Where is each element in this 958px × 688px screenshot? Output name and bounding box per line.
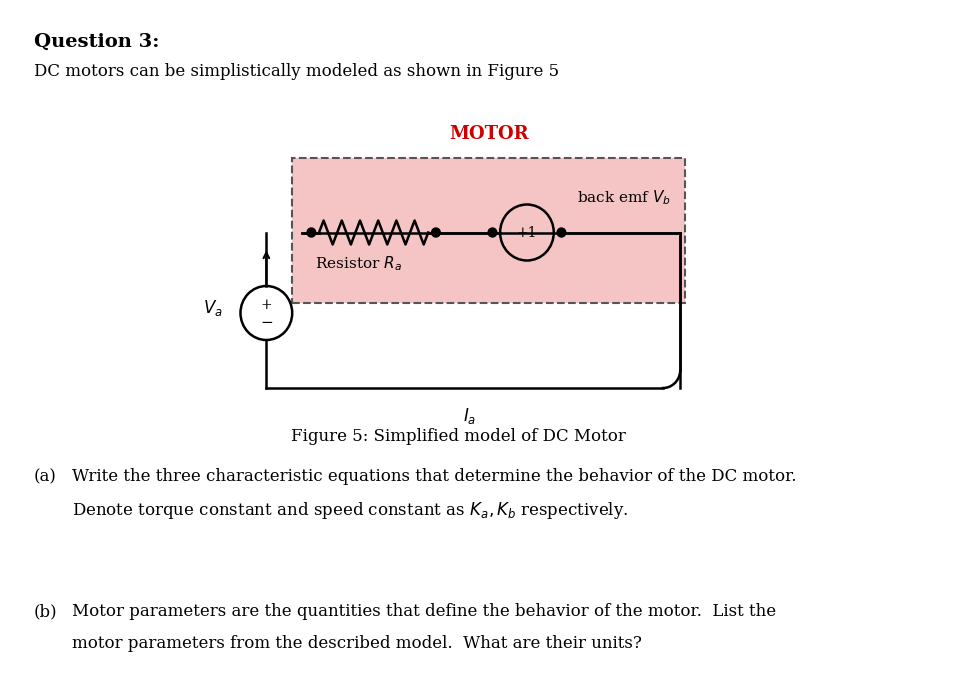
Text: +1: +1	[516, 226, 537, 239]
Text: MOTOR: MOTOR	[448, 125, 529, 143]
Text: Figure 5: Simplified model of DC Motor: Figure 5: Simplified model of DC Motor	[291, 428, 627, 445]
Text: motor parameters from the described model.  What are their units?: motor parameters from the described mode…	[72, 635, 642, 652]
Text: −: −	[260, 316, 273, 330]
Text: back emf $V_b$: back emf $V_b$	[577, 188, 671, 206]
Circle shape	[489, 228, 497, 237]
Text: +: +	[261, 298, 272, 312]
Text: $I_a$: $I_a$	[463, 406, 476, 426]
Text: DC motors can be simplistically modeled as shown in Figure 5: DC motors can be simplistically modeled …	[34, 63, 559, 80]
Circle shape	[308, 228, 316, 237]
Circle shape	[432, 228, 441, 237]
FancyBboxPatch shape	[292, 158, 685, 303]
Text: Motor parameters are the quantities that define the behavior of the motor.  List: Motor parameters are the quantities that…	[72, 603, 776, 620]
Text: (b): (b)	[34, 603, 57, 620]
Text: $V_a$: $V_a$	[203, 298, 223, 318]
Circle shape	[558, 228, 566, 237]
Text: Write the three characteristic equations that determine the behavior of the DC m: Write the three characteristic equations…	[72, 468, 796, 485]
Text: Question 3:: Question 3:	[34, 33, 159, 51]
Text: (a): (a)	[34, 468, 57, 485]
Bar	[292, 158, 685, 303]
Text: Resistor $R_a$: Resistor $R_a$	[315, 255, 402, 273]
Text: Denote torque constant and speed constant as $K_a, K_b$ respectively.: Denote torque constant and speed constan…	[72, 500, 628, 521]
